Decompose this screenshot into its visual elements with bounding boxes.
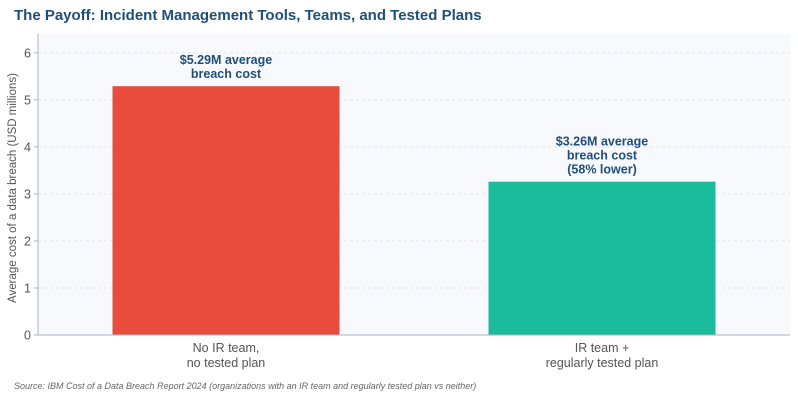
data-label-1-line-1: breach cost	[567, 149, 638, 163]
bar-0	[112, 86, 340, 336]
y-axis-label: Average cost of a data breach (USD milli…	[7, 73, 19, 303]
x-tick-label-1-line-1: regularly tested plan	[546, 356, 659, 370]
data-label-1: $3.26M average breach cost (58% lower)	[556, 135, 648, 177]
chart-title: The Payoff: Incident Management Tools, T…	[14, 7, 482, 24]
y-tick-label-3: 3	[24, 187, 31, 201]
source-note: Source: IBM Cost of a Data Breach Report…	[14, 381, 476, 391]
y-tick-label-6: 6	[24, 46, 31, 60]
x-tick-label-1: IR team + regularly tested plan	[546, 341, 659, 370]
bars	[112, 86, 716, 336]
y-tick-label-2: 2	[24, 234, 31, 248]
axes	[34, 34, 790, 336]
y-tick-label-0: 0	[24, 329, 31, 343]
y-tick-label-1: 1	[24, 281, 31, 295]
labels: 0 1 2 3 4 5 6 No IR team, no tested plan $5.29M a…	[24, 46, 658, 370]
data-label-0: $5.29M average breach cost	[180, 53, 272, 81]
y-tick-label-4: 4	[24, 140, 31, 154]
x-tick-label-0: No IR team, no tested plan	[187, 341, 266, 370]
x-tick-label-0-line-0: No IR team,	[193, 341, 260, 355]
y-tick-label-5: 5	[24, 93, 31, 107]
data-label-0-line-0: $5.29M average	[180, 53, 272, 67]
data-label-1-line-0: $3.26M average	[556, 135, 648, 149]
data-label-1-line-2: (58% lower)	[567, 163, 636, 177]
x-tick-label-1-line-0: IR team +	[575, 341, 630, 355]
bar-1	[488, 181, 716, 335]
x-tick-label-0-line-1: no tested plan	[187, 356, 266, 370]
data-label-0-line-1: breach cost	[191, 67, 262, 81]
